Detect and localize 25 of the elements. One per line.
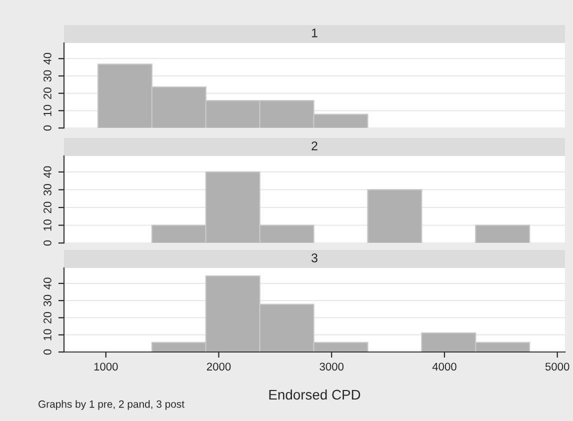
- x-tick-label: 4000: [432, 362, 456, 371]
- chart-title: 2: [312, 142, 318, 150]
- y-tick-label: 0: [44, 349, 52, 355]
- x-axis-title: Endorsed CPD: [269, 389, 360, 400]
- x-tick-label: 2000: [206, 362, 231, 371]
- y-tick-label: 10: [44, 220, 52, 231]
- y-tick-label: 0: [44, 125, 52, 131]
- y-tick-label: 20: [44, 202, 52, 214]
- y-tick-label: 10: [44, 329, 52, 340]
- y-tick-label: 30: [44, 294, 52, 306]
- chart-title: 3: [312, 254, 318, 262]
- y-tick-label: 40: [44, 166, 52, 178]
- y-tick-label: 10: [44, 104, 52, 116]
- x-tick-label: 1000: [94, 362, 118, 371]
- x-tick-label: 5000: [545, 362, 570, 371]
- x-tick-label: 3000: [320, 362, 344, 371]
- y-tick-label: 30: [44, 70, 52, 82]
- y-tick-label: 20: [44, 312, 52, 324]
- y-tick-label: 20: [44, 88, 52, 99]
- y-tick-label: 30: [44, 184, 52, 196]
- y-tick-label: 40: [44, 278, 52, 290]
- y-tick-label: 40: [44, 52, 52, 65]
- chart-title: 1: [312, 28, 318, 38]
- y-tick-label: 0: [44, 240, 52, 246]
- text: Graphs by 1 pre, 2 pand, 3 post: [38, 400, 184, 410]
